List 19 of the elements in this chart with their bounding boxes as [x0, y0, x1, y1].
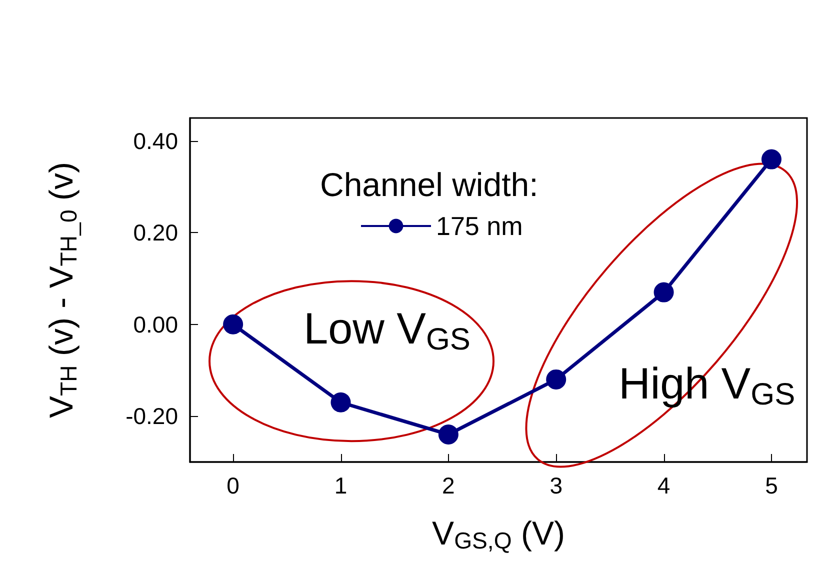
- point: [654, 282, 674, 302]
- y-tick-label: -0.20: [126, 403, 178, 430]
- legend-title: Channel width:: [320, 166, 538, 203]
- point: [761, 149, 782, 170]
- y-tick-label: 0.00: [133, 311, 178, 338]
- point: [330, 392, 351, 412]
- y-tick-label: 0.40: [133, 128, 178, 154]
- point: [438, 424, 458, 444]
- x-tick-label: 4: [657, 472, 670, 498]
- legend-label: 175 nm: [436, 211, 523, 241]
- y-tick-label: 0.20: [133, 220, 178, 246]
- y-axis-title: VTH (v) - VTH_0 (v): [42, 162, 82, 418]
- x-tick-label: 0: [226, 472, 240, 498]
- point: [223, 314, 244, 334]
- x-tick-label: 2: [442, 472, 455, 498]
- point: [546, 369, 566, 390]
- x-tick-label: 5: [765, 472, 778, 498]
- x-tick-label: 3: [550, 472, 563, 498]
- x-tick-label: 1: [334, 472, 348, 498]
